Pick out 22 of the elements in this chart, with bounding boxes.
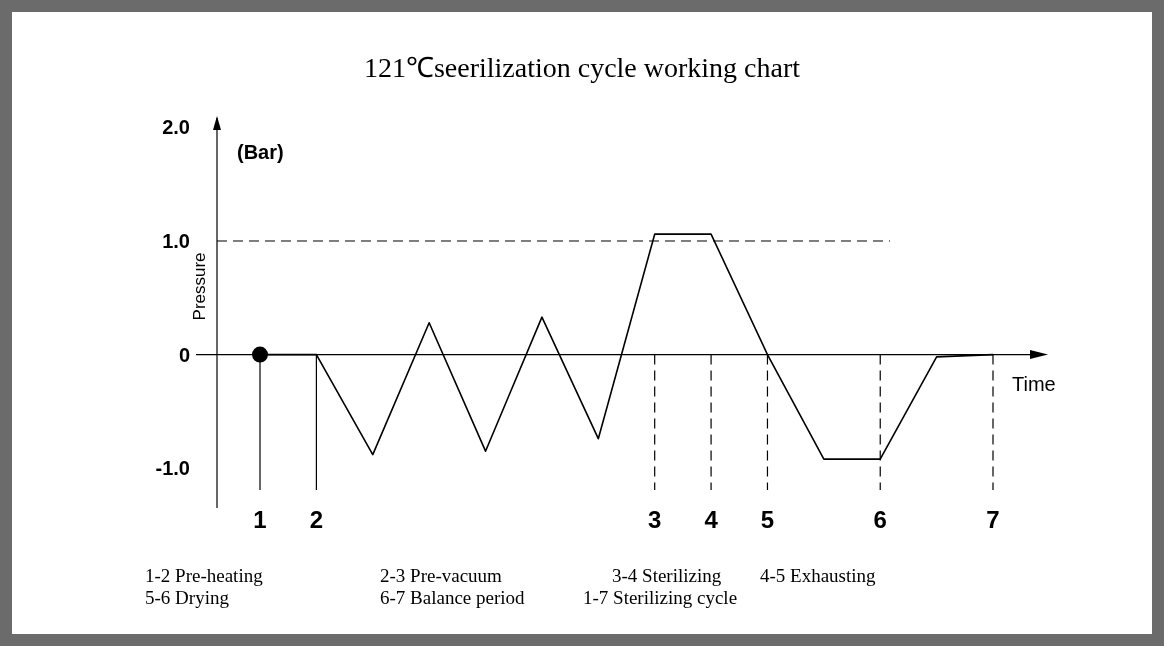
x-tick-label: 1 [253,506,267,533]
y-tick-label: 1.0 [162,229,190,252]
x-axis-title: Time [1012,372,1056,395]
chart-title: 121℃seerilization cycle working chart [363,52,801,83]
y-tick-label: 2.0 [162,116,190,139]
y-axis-title: Pressure [190,252,209,321]
text: 1-7 Sterilizing cycle [583,587,738,608]
text: 3-4 Sterilizing [612,565,722,586]
text: 5-6 Drying [145,587,230,608]
text: 1-2 Pre-heating [145,565,264,586]
text: 6-7 Balance period [380,587,526,608]
x-tick-label: 2 [309,506,324,533]
y-tick-label: 0 [178,343,190,366]
text: 4-5 Exhausting [760,565,877,586]
x-tick-label: 3 [648,506,662,533]
x-tick-label: 6 [873,506,887,533]
text: 2-3 Pre-vacuum [380,565,503,586]
annotation: (Bar) [237,141,284,164]
x-tick-label: 5 [760,506,775,533]
y-tick-label: -1.0 [155,457,190,480]
x-tick-label: 4 [704,506,719,533]
x-tick-label: 7 [986,506,1000,533]
